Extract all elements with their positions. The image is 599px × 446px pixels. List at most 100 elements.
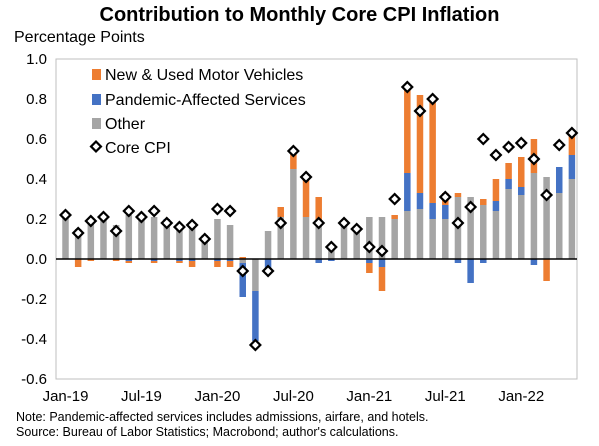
bar-other (214, 219, 221, 259)
y-axis-label: Percentage Points (14, 29, 145, 46)
bar-services (315, 259, 322, 263)
core-cpi-marker (147, 204, 161, 218)
bar-vehicles (492, 179, 500, 201)
bar-services (328, 259, 335, 261)
bar-other (518, 195, 525, 259)
bar-services (252, 291, 259, 341)
core-cpi-marker (299, 170, 313, 184)
bar-vehicles (404, 87, 411, 173)
bar-vehicles (188, 261, 196, 267)
y-tick-label: -0.4 (21, 331, 47, 348)
bar-other (62, 215, 69, 259)
bar-vehicles (150, 261, 158, 263)
bar-other (505, 189, 512, 259)
bar-vehicles (302, 179, 310, 217)
bar-other (302, 217, 310, 259)
core-cpi-marker (198, 232, 212, 246)
bar-vehicles (226, 261, 234, 267)
legend-swatch-other (92, 118, 101, 129)
core-cpi-marker (58, 208, 73, 222)
core-cpi-marker (413, 104, 427, 118)
core-cpi-marker (476, 132, 490, 146)
core-cpi-marker (565, 126, 579, 140)
bar-services (378, 259, 386, 267)
legend-label-core-cpi: Core CPI (105, 140, 171, 157)
bar-other (442, 219, 449, 259)
bar-services (404, 173, 411, 211)
x-tick-label: Jan-19 (43, 388, 89, 405)
core-cpi-marker (312, 216, 326, 230)
core-cpi-marker (134, 210, 148, 224)
bar-services (429, 203, 436, 219)
bar-other (492, 211, 500, 259)
bar-other (264, 231, 272, 259)
bar-other (150, 217, 158, 259)
y-tick-label: 0.6 (26, 131, 47, 148)
core-cpi-marker (84, 214, 98, 228)
bar-other (543, 177, 550, 259)
y-tick-label: 0.2 (26, 211, 47, 228)
bar-other (480, 205, 487, 259)
bar-other (366, 217, 373, 259)
core-cpi-marker (388, 192, 402, 206)
core-cpi-marker (552, 138, 566, 152)
x-ticks: Jan-19 Jul-19 Jan-20 Jul-20 Jan-21 Jul-21 Jan-… (43, 388, 545, 405)
core-cpi-marker (160, 216, 174, 230)
core-cpi-marker (122, 204, 136, 218)
y-tick-label: 1.0 (26, 51, 47, 68)
core-cpi-marker (464, 200, 478, 214)
bar-vehicles (480, 199, 487, 205)
core-cpi-marker (527, 152, 541, 166)
core-cpi-marker (236, 264, 250, 278)
core-cpi-marker (502, 140, 516, 154)
bar-other (530, 173, 538, 259)
core-cpi-marker (274, 216, 288, 230)
core-cpi-marker (324, 240, 338, 254)
bar-services (264, 259, 272, 269)
core-cpi-marker (438, 190, 452, 204)
bar-vehicles (87, 259, 95, 261)
bar-other (290, 169, 297, 259)
bar-vehicles (454, 193, 462, 197)
bar-services (150, 259, 158, 261)
bar-other (555, 193, 563, 259)
bar-other (87, 221, 95, 259)
bar-other (226, 225, 234, 259)
bar-vehicles (518, 157, 525, 187)
bar-other (340, 225, 348, 259)
bar-services (568, 155, 576, 179)
bar-other (100, 217, 107, 259)
bar-other (391, 219, 398, 259)
legend-swatch-services (92, 94, 101, 105)
bar-services (176, 259, 183, 261)
core-cpi-marker (362, 240, 376, 254)
bars-layer (62, 87, 576, 341)
bar-services (518, 187, 525, 195)
core-cpi-marker (400, 80, 414, 94)
core-cpi-marker (350, 222, 364, 236)
chart-source: Source: Bureau of Labor Statistics; Macr… (16, 425, 399, 439)
plot-frame (55, 58, 578, 380)
core-cpi-marker (223, 204, 237, 218)
core-cpi-marker (514, 136, 528, 150)
legend-swatch-vehicles (92, 69, 101, 80)
legend-marker-core-cpi (89, 139, 103, 154)
core-cpi-marker (286, 144, 300, 158)
core-cpi-marker (96, 210, 110, 224)
x-tick-label: Jan-22 (498, 388, 544, 405)
bar-other (252, 259, 259, 291)
bar-vehicles (416, 95, 424, 193)
bar-services (188, 259, 196, 261)
bar-services (366, 259, 373, 263)
core-cpi-marker (426, 92, 440, 106)
bar-vehicles (74, 259, 82, 267)
bar-other (378, 217, 386, 259)
bar-other (201, 235, 209, 259)
bar-services (492, 201, 500, 211)
bar-vehicles (315, 197, 322, 225)
bar-other (467, 197, 474, 259)
bar-services (467, 259, 474, 283)
core-cpi-marker (489, 148, 503, 162)
bar-vehicles (277, 207, 284, 217)
